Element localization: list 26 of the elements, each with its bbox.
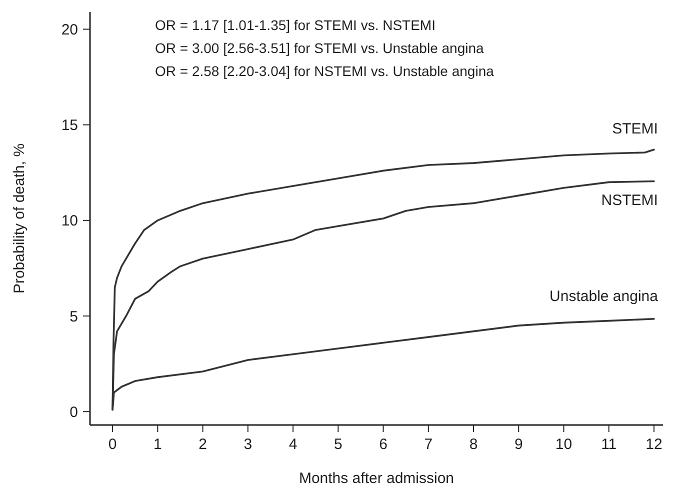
- x-tick-label: 9: [514, 436, 523, 453]
- x-tick-label: 1: [154, 436, 162, 453]
- annotation: OR = 3.00 [2.56-3.51] for STEMI vs. Unstable angina: [155, 40, 484, 56]
- x-tick-label: 7: [424, 436, 433, 453]
- x-tick-label: 12: [646, 436, 662, 453]
- annotation: OR = 2.58 [2.20-3.04] for NSTEMI vs. Unstable angina: [155, 63, 494, 79]
- series-label: STEMI: [612, 120, 658, 138]
- y-axis-title: Probability of death, %: [11, 143, 28, 294]
- series-label: Unstable angina: [550, 288, 659, 305]
- x-tick-label: 0: [108, 436, 117, 453]
- y-tick-label: 20: [61, 21, 78, 38]
- series-label: NSTEMI: [601, 192, 658, 210]
- x-tick-label: 3: [244, 436, 252, 453]
- x-tick-label: 2: [198, 436, 207, 453]
- x-tick-label: 10: [555, 436, 572, 453]
- x-axis-title: Months after admission: [298, 470, 454, 487]
- annotation: OR = 1.17 [1.01-1.35] for STEMI vs. NSTEMI: [155, 17, 436, 33]
- x-tick-label: 6: [379, 436, 388, 453]
- x-tick-label: 5: [334, 436, 342, 453]
- x-tick-label: 4: [288, 436, 298, 453]
- y-tick-label: 5: [70, 308, 78, 326]
- x-tick-label: 11: [601, 436, 617, 453]
- y-tick-label: 0: [70, 404, 78, 421]
- y-tick-label: 10: [61, 212, 78, 230]
- y-tick-label: 15: [61, 117, 78, 134]
- x-tick-label: 8: [469, 436, 478, 453]
